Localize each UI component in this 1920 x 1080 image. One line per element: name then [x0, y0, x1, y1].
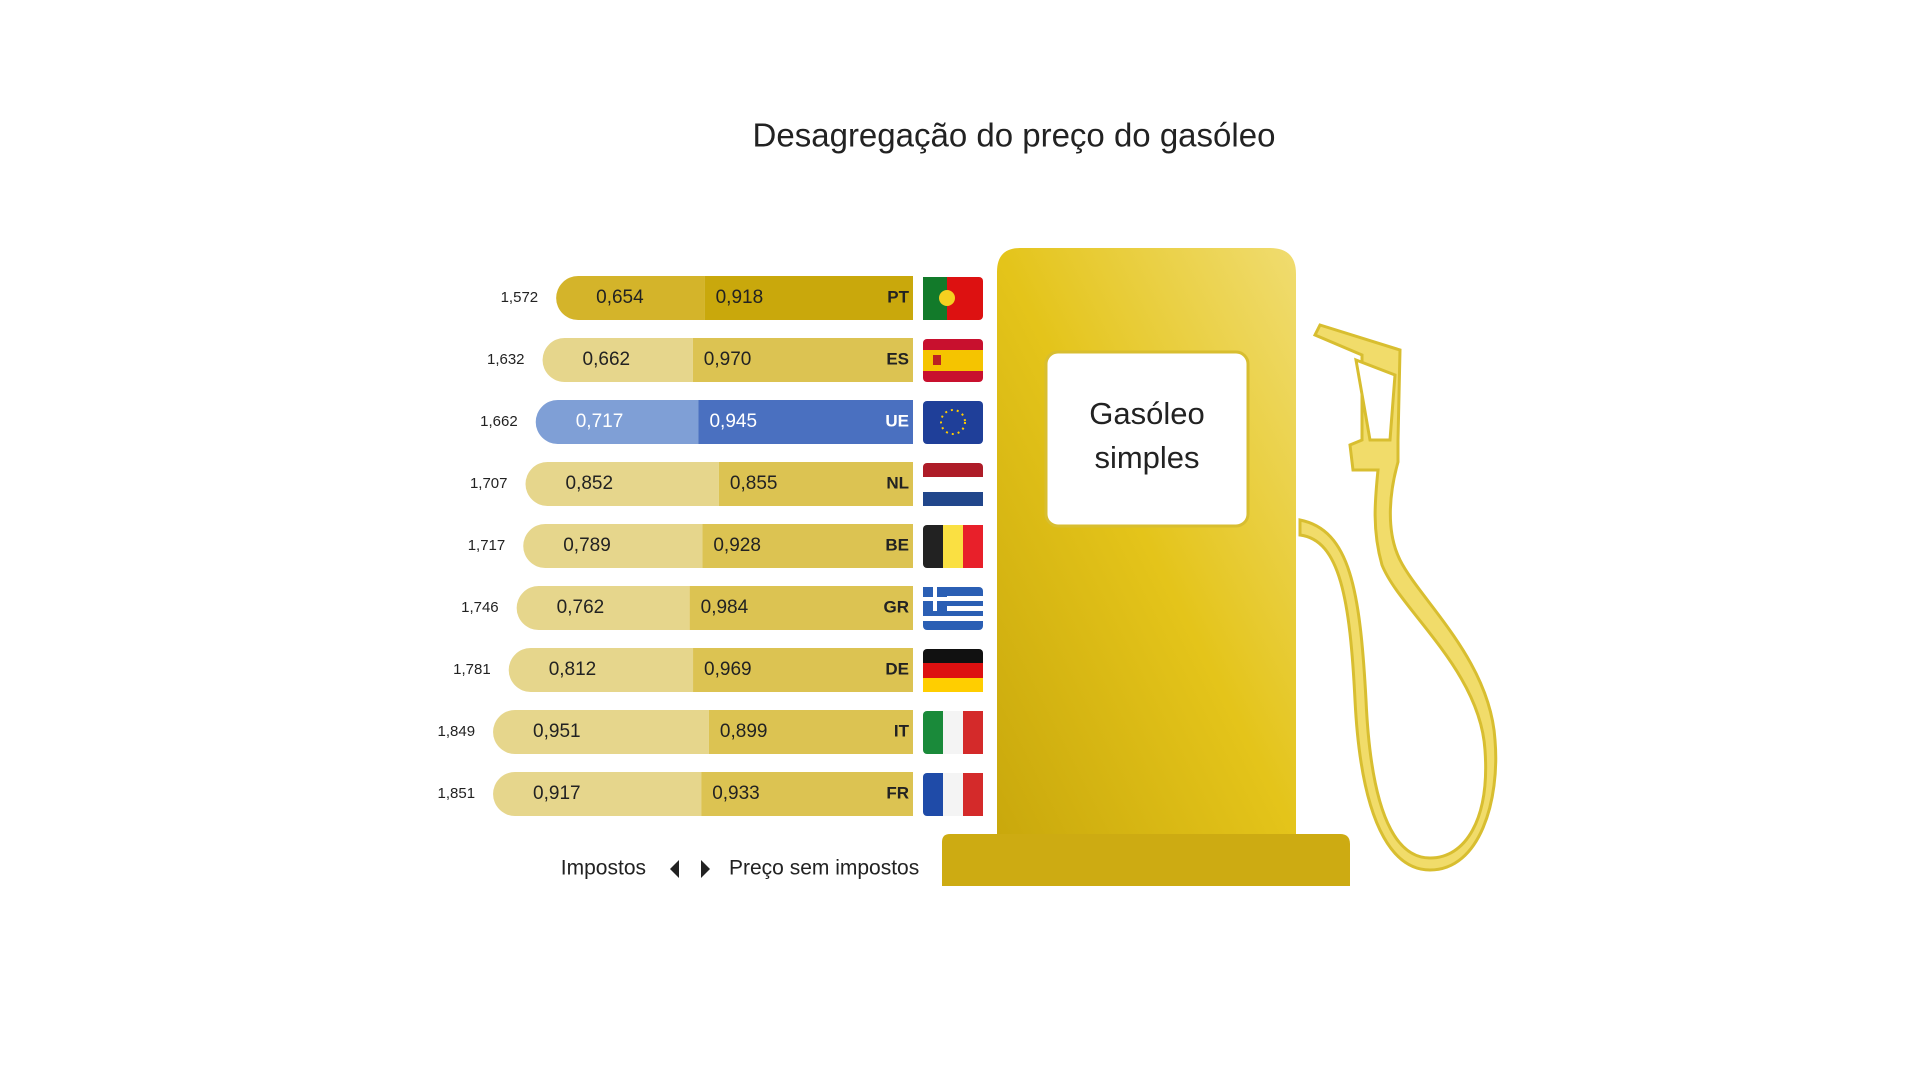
flags	[923, 277, 983, 816]
bar-segment	[689, 586, 913, 630]
value-label: 0,812	[549, 659, 597, 680]
bar-segment	[693, 648, 913, 692]
bar-segment	[542, 338, 693, 382]
category-label: UE	[885, 411, 909, 430]
value-label: 0,933	[712, 783, 760, 804]
value-label: 0,917	[533, 783, 581, 804]
value-label: 0,969	[704, 659, 752, 680]
category-label: GR	[884, 597, 910, 616]
bar-segment	[718, 462, 913, 506]
value-label: 0,662	[583, 349, 631, 370]
legend-label: Impostos	[561, 857, 646, 880]
legend-label: Preço sem impostos	[729, 857, 919, 880]
total-label: 1,717	[468, 537, 506, 554]
value-label: 0,855	[730, 473, 778, 494]
chart-title: Desagregação do preço do gasóleo	[753, 117, 1276, 154]
category-label: NL	[886, 473, 909, 492]
category-label: IT	[894, 721, 910, 740]
bar-segment	[523, 524, 703, 568]
pump-label: simples	[1094, 440, 1199, 475]
category-label: PT	[887, 287, 909, 306]
bar-segment	[701, 772, 913, 816]
bar-segment	[708, 710, 913, 754]
legend-arrow	[701, 860, 710, 878]
value-label: 0,762	[557, 597, 605, 618]
category-label: FR	[886, 783, 909, 802]
bar-segment	[698, 400, 913, 444]
bar-segment	[704, 276, 913, 320]
bar-segment	[535, 400, 699, 444]
value-label: 0,717	[576, 411, 624, 432]
bar-segment	[493, 772, 702, 816]
bar-segment	[525, 462, 719, 506]
fuel-pump	[942, 248, 1498, 886]
legend-arrow	[670, 860, 679, 878]
total-label: 1,781	[453, 661, 491, 678]
total-label: 1,572	[501, 289, 539, 306]
value-label: 0,970	[704, 349, 752, 370]
total-label: 1,849	[438, 723, 476, 740]
total-label: 1,851	[438, 785, 476, 802]
total-label: 1,632	[487, 351, 525, 368]
value-label: 0,918	[716, 287, 764, 308]
bar-segment	[516, 586, 690, 630]
bar-segment	[702, 524, 913, 568]
category-label: BE	[885, 535, 909, 554]
total-label: 1,707	[470, 475, 508, 492]
total-label: 1,746	[461, 599, 499, 616]
category-label: ES	[886, 349, 909, 368]
value-label: 0,984	[701, 597, 749, 618]
value-label: 0,899	[720, 721, 768, 742]
value-label: 0,789	[563, 535, 611, 556]
value-label: 0,945	[709, 411, 757, 432]
pump-label: Gasóleo	[1089, 396, 1204, 431]
value-label: 0,852	[566, 473, 614, 494]
value-label: 0,654	[596, 287, 644, 308]
bar-segment	[556, 276, 705, 320]
total-label: 1,662	[480, 413, 518, 430]
value-label: 0,951	[533, 721, 581, 742]
bar-segment	[508, 648, 694, 692]
bar-segment	[493, 710, 709, 754]
bar-segment	[692, 338, 913, 382]
category-label: DE	[885, 659, 909, 678]
value-label: 0,928	[713, 535, 761, 556]
